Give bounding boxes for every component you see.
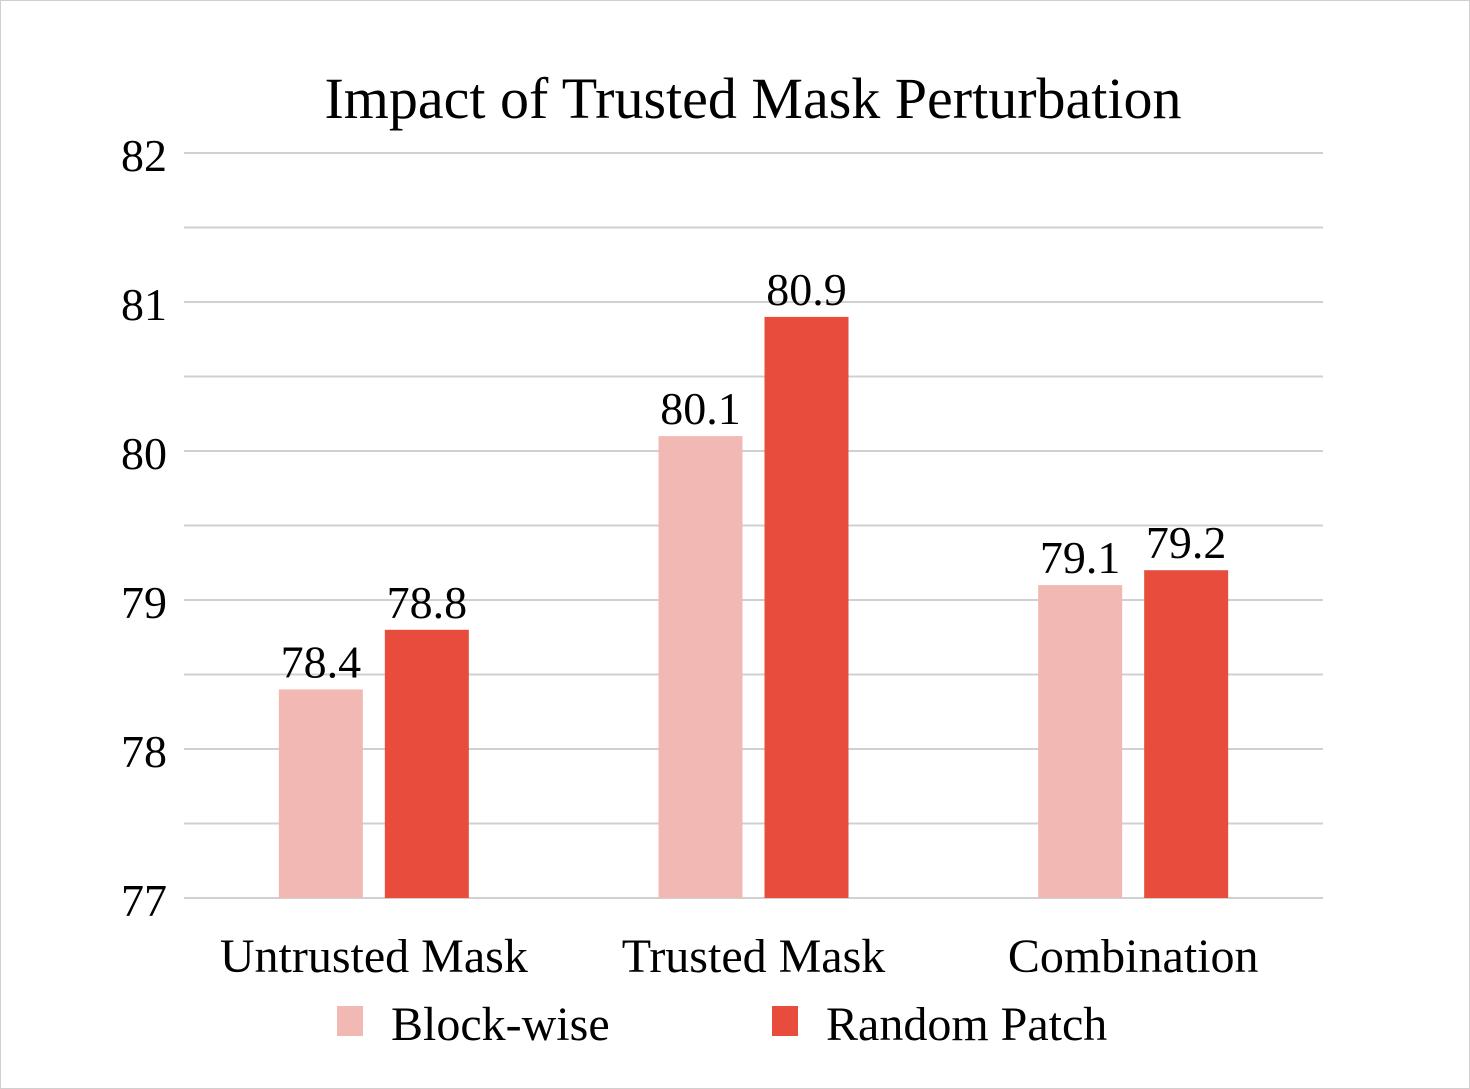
bar-random-patch [384, 629, 469, 898]
data-label: 80.1 [660, 383, 741, 434]
bar-block-wise [658, 436, 743, 898]
data-labels: 78.4 78.8 80.1 80.9 79.1 79.2 [281, 264, 1227, 688]
legend-label: Block-wise [391, 998, 610, 1051]
x-tick-label: Combination [1008, 930, 1259, 983]
x-axis-ticks: Untrusted Mask Trusted Mask Combination [220, 930, 1259, 983]
bar-block-wise [1038, 585, 1123, 898]
bar-random-patch [764, 316, 849, 898]
gridlines [184, 152, 1323, 899]
data-label: 78.8 [387, 577, 468, 628]
bar-block-wise [278, 689, 363, 898]
y-tick-label: 77 [121, 875, 167, 926]
legend: Block-wise Random Patch [337, 998, 1107, 1051]
x-tick-label: Untrusted Mask [220, 930, 528, 983]
legend-swatch [772, 1006, 798, 1036]
legend-swatch [337, 1006, 363, 1036]
data-label: 79.2 [1146, 517, 1227, 568]
x-tick-label: Trusted Mask [622, 930, 886, 983]
data-label: 79.1 [1040, 532, 1121, 583]
bar-random-patch [1144, 570, 1229, 898]
y-tick-label: 79 [121, 577, 167, 628]
chart-title: Impact of Trusted Mask Perturbation [324, 66, 1181, 131]
data-label: 80.9 [766, 264, 847, 315]
y-axis-ticks: 77 78 79 80 81 82 [121, 130, 167, 926]
legend-label: Random Patch [826, 998, 1107, 1051]
bars [278, 316, 1229, 898]
y-tick-label: 82 [121, 130, 167, 181]
y-tick-label: 81 [121, 279, 167, 330]
data-label: 78.4 [281, 636, 362, 687]
y-tick-label: 78 [121, 726, 167, 777]
y-tick-label: 80 [121, 428, 167, 479]
